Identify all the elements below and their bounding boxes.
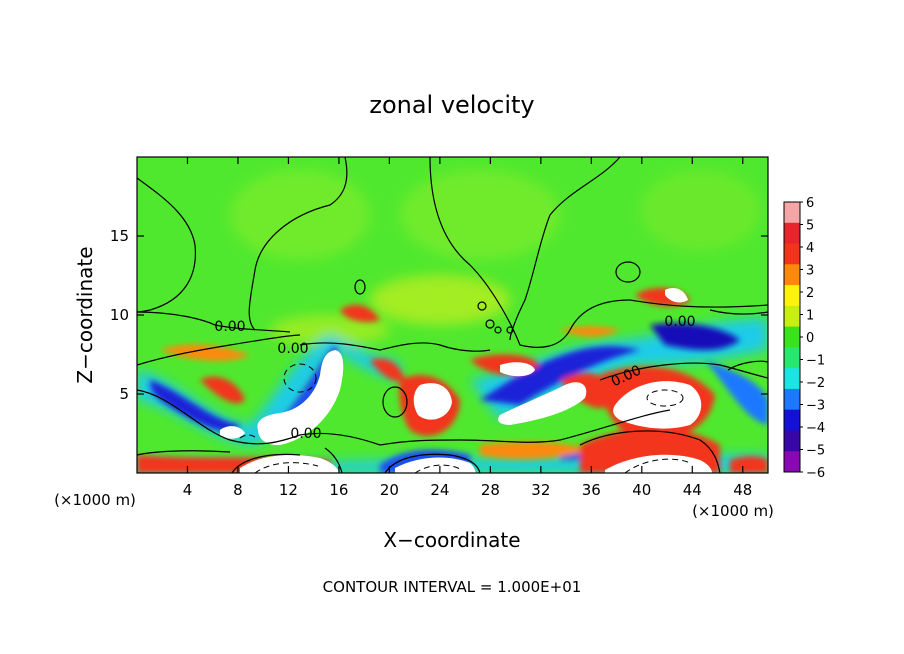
x-unit-left: (×1000 m)	[54, 491, 136, 509]
colorbar-tick-label: −6	[806, 466, 825, 481]
y-axis-label: Z−coordinate	[73, 246, 97, 383]
colorbar-swatch	[784, 451, 800, 473]
colorbar-tick-label: −4	[806, 421, 825, 436]
colorbar-swatch	[784, 347, 800, 369]
x-tick-label: 4	[183, 481, 193, 499]
y-axis: 5 10 15	[110, 227, 768, 403]
x-axis-label: X−coordinate	[383, 528, 520, 552]
contour-label: 0.00	[664, 314, 695, 330]
x-tick-label: 36	[582, 481, 601, 499]
colorbar-swatch	[784, 202, 800, 224]
x-tick-label: 40	[632, 481, 651, 499]
colorbar-swatch	[784, 409, 800, 431]
y-tick-label: 5	[119, 385, 129, 403]
colorbar-tick-label: 3	[806, 264, 814, 279]
x-tick-label: 20	[380, 481, 399, 499]
negative-contours	[239, 363, 691, 473]
colorbar-tick-label: −1	[806, 354, 825, 369]
x-tick-label: 16	[329, 481, 348, 499]
colorbar-swatch	[784, 388, 800, 411]
colorbar-tick-label: 4	[806, 241, 814, 256]
colorbar-tick-label: −2	[806, 376, 825, 391]
x-axis: 4 8 12 16 20 24 28 32 36 40 44 48	[183, 157, 752, 499]
x-tick-label: 32	[531, 481, 550, 499]
colorbar-tick-label: −3	[806, 399, 825, 414]
y-tick-label: 15	[110, 227, 129, 245]
x-tick-label: 28	[481, 481, 500, 499]
x-tick-label: 24	[430, 481, 449, 499]
colorbar-tick-label: −5	[806, 444, 825, 459]
colorbar-swatch	[784, 264, 800, 286]
contour-interval-footer: CONTOUR INTERVAL = 1.000E+01	[323, 578, 582, 596]
colorbar-tick-label: 1	[806, 309, 814, 324]
contour-label: 0.00	[290, 426, 321, 442]
x-tick-label: 48	[733, 481, 752, 499]
colorbar-swatch	[784, 430, 800, 452]
colorbar-swatch	[784, 326, 800, 348]
colorbar-swatch	[784, 305, 800, 328]
colorbar-swatch	[784, 285, 800, 307]
x-unit-right: (×1000 m)	[692, 502, 774, 520]
colorbar-tick-label: 0	[806, 331, 814, 346]
colorbar-tick-label: 6	[806, 196, 814, 211]
colorbar-swatch	[784, 243, 800, 265]
y-tick-label: 10	[110, 306, 129, 324]
velocity-field	[137, 157, 768, 473]
colorbar-swatch	[784, 222, 800, 245]
colorbar-tick-label: 2	[806, 286, 814, 301]
x-tick-label: 8	[233, 481, 243, 499]
colorbar: 6 5 4 3 2 1 0 −1 −2 −3 −4 −5 −6	[783, 196, 825, 481]
contour-label: 0.00	[214, 319, 245, 335]
colorbar-tick-label: 5	[806, 219, 814, 234]
x-tick-label: 12	[279, 481, 298, 499]
contour-label: 0.00	[277, 341, 308, 357]
chart-title: zonal velocity	[369, 91, 534, 119]
x-tick-label: 44	[683, 481, 702, 499]
colorbar-swatch	[784, 368, 800, 390]
zero-contours	[137, 157, 768, 473]
saturated-regions	[220, 288, 712, 473]
